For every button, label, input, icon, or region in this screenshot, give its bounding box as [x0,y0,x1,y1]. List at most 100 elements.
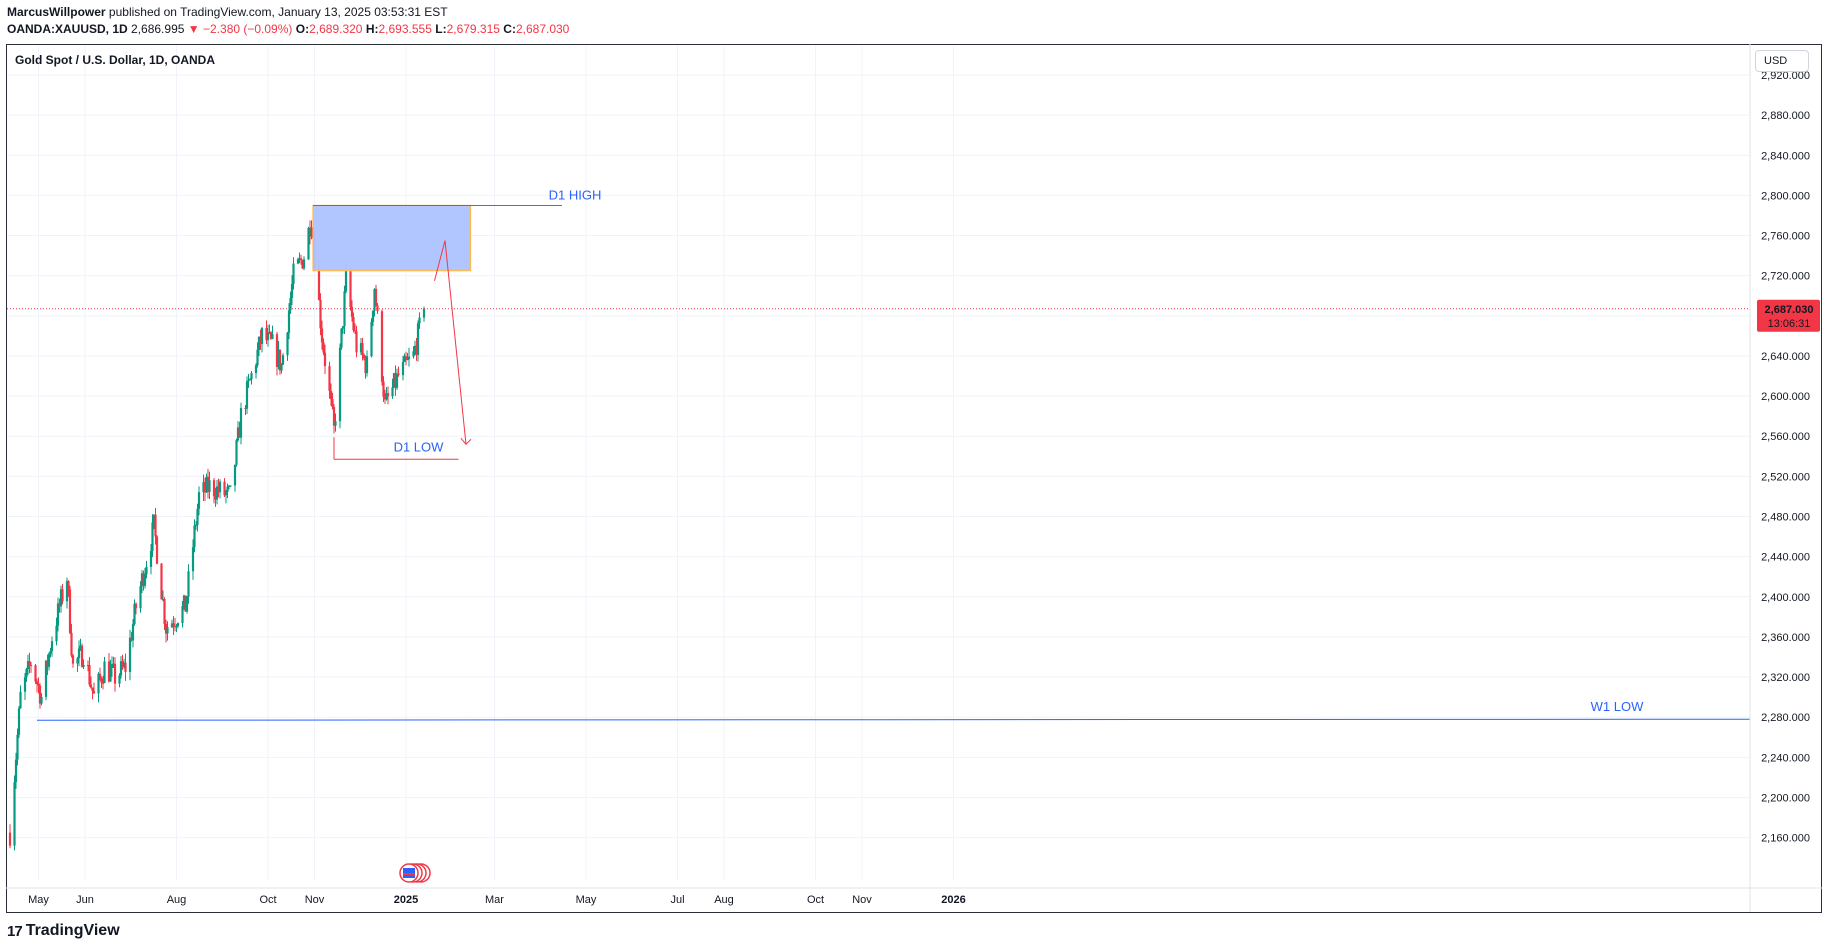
candle-body [29,664,33,666]
candle-body [65,581,69,602]
candle-body [299,258,303,261]
last-price: 2,686.995 [131,22,185,36]
open-label: O: [295,22,310,36]
candle-body [404,356,408,360]
candle-body [166,627,169,634]
candle-body [145,566,148,575]
candle-body [280,364,283,371]
candle-body [91,687,94,691]
low-label: L: [435,22,447,36]
candle-body [71,655,75,664]
candle-body [287,310,291,333]
candle-body [163,599,166,624]
candle-body [217,486,220,493]
candle-body [76,658,79,664]
candle-body [317,268,321,301]
candle-body [92,690,96,694]
economic-events[interactable] [399,863,431,883]
candle-body [227,485,231,487]
candle-body [25,669,28,678]
candle-body [206,476,210,492]
high-value: 2,693.555 [378,22,432,36]
candle-body [244,408,247,410]
time-axis[interactable]: May Jun Aug Oct Nov 2025 Mar May Jul Aug Oct Nov 202… [6,887,1822,906]
x-tick-label: Nov [305,894,325,906]
candle-body [172,623,175,627]
candle-body [109,667,112,682]
y-tick-label: 2,600.000 [1761,391,1810,403]
candle-body [170,623,174,628]
y-tick-label: 2,280.000 [1761,712,1810,724]
candle-body [364,358,367,374]
candle-body [352,316,355,331]
candle-body [173,626,177,628]
candle-body [197,492,201,509]
candle-body [19,691,22,709]
candle-body [239,408,243,438]
candle-body [139,586,142,609]
ohlc-legend: OANDA:XAUUSD, 1D 2,686.995 ▼ −2.380 (−0.… [7,22,569,36]
candle-body [118,675,121,684]
candle-body [301,260,304,269]
candle-body [202,482,205,493]
candle-body [187,571,190,597]
candle-body [134,603,138,609]
price-axis[interactable]: 2,160.000 2,200.000 2,240.000 2,280.000 2,32… [1749,44,1820,912]
candle-body [422,308,426,318]
candle-body [224,491,228,496]
candle-body [245,381,249,409]
candle-body [182,595,186,607]
candle-body [14,759,18,783]
candle-body [155,536,159,564]
close-label: C: [503,22,516,36]
projection-path [434,240,467,445]
candle-body [323,352,327,367]
candle-body [401,361,405,376]
candle-body [107,661,111,682]
candle-body [395,373,399,388]
author-name[interactable]: MarcusWillpower [7,5,106,19]
candle-body [403,356,406,362]
candle-body [131,624,135,641]
candle-body [277,349,280,367]
x-tick-label: 2026 [941,894,965,906]
price-change: −2.380 (−0.09%) [203,22,293,36]
candle-body [328,366,331,391]
candle-body [26,660,30,670]
candle-body [55,625,58,642]
candle-body [332,407,336,426]
candle-body [121,661,124,667]
y-tick-label: 2,720.000 [1761,271,1810,283]
candle-body [151,522,154,551]
candle-body [8,832,12,846]
candle-body [416,323,420,355]
candle-body [88,665,91,685]
candle-body [44,660,48,697]
candle-body [49,651,52,654]
candle-body [265,327,268,341]
candle-body [338,347,342,422]
tradingview-brand[interactable]: 17 TradingView [7,922,120,940]
candle-body [266,332,270,341]
x-tick-label: Oct [807,894,824,906]
candle-body [302,259,306,269]
candle-body [17,708,21,735]
candle-body [122,662,126,667]
candle-body [82,664,85,667]
candle-body [296,259,300,264]
x-tick-label: Oct [259,894,276,906]
candle-body [212,480,216,497]
candle-body [254,365,258,374]
candle-body [164,623,168,634]
candle-body [86,664,90,666]
candle-body [361,343,364,355]
candle-body [149,550,153,567]
candle-body [77,648,81,659]
candle-body [97,673,100,694]
candle-body [160,563,163,600]
currency-button[interactable]: USD [1755,50,1809,72]
x-tick-label: Jun [76,894,94,906]
candle-body [205,476,208,493]
candle-body [256,349,259,366]
